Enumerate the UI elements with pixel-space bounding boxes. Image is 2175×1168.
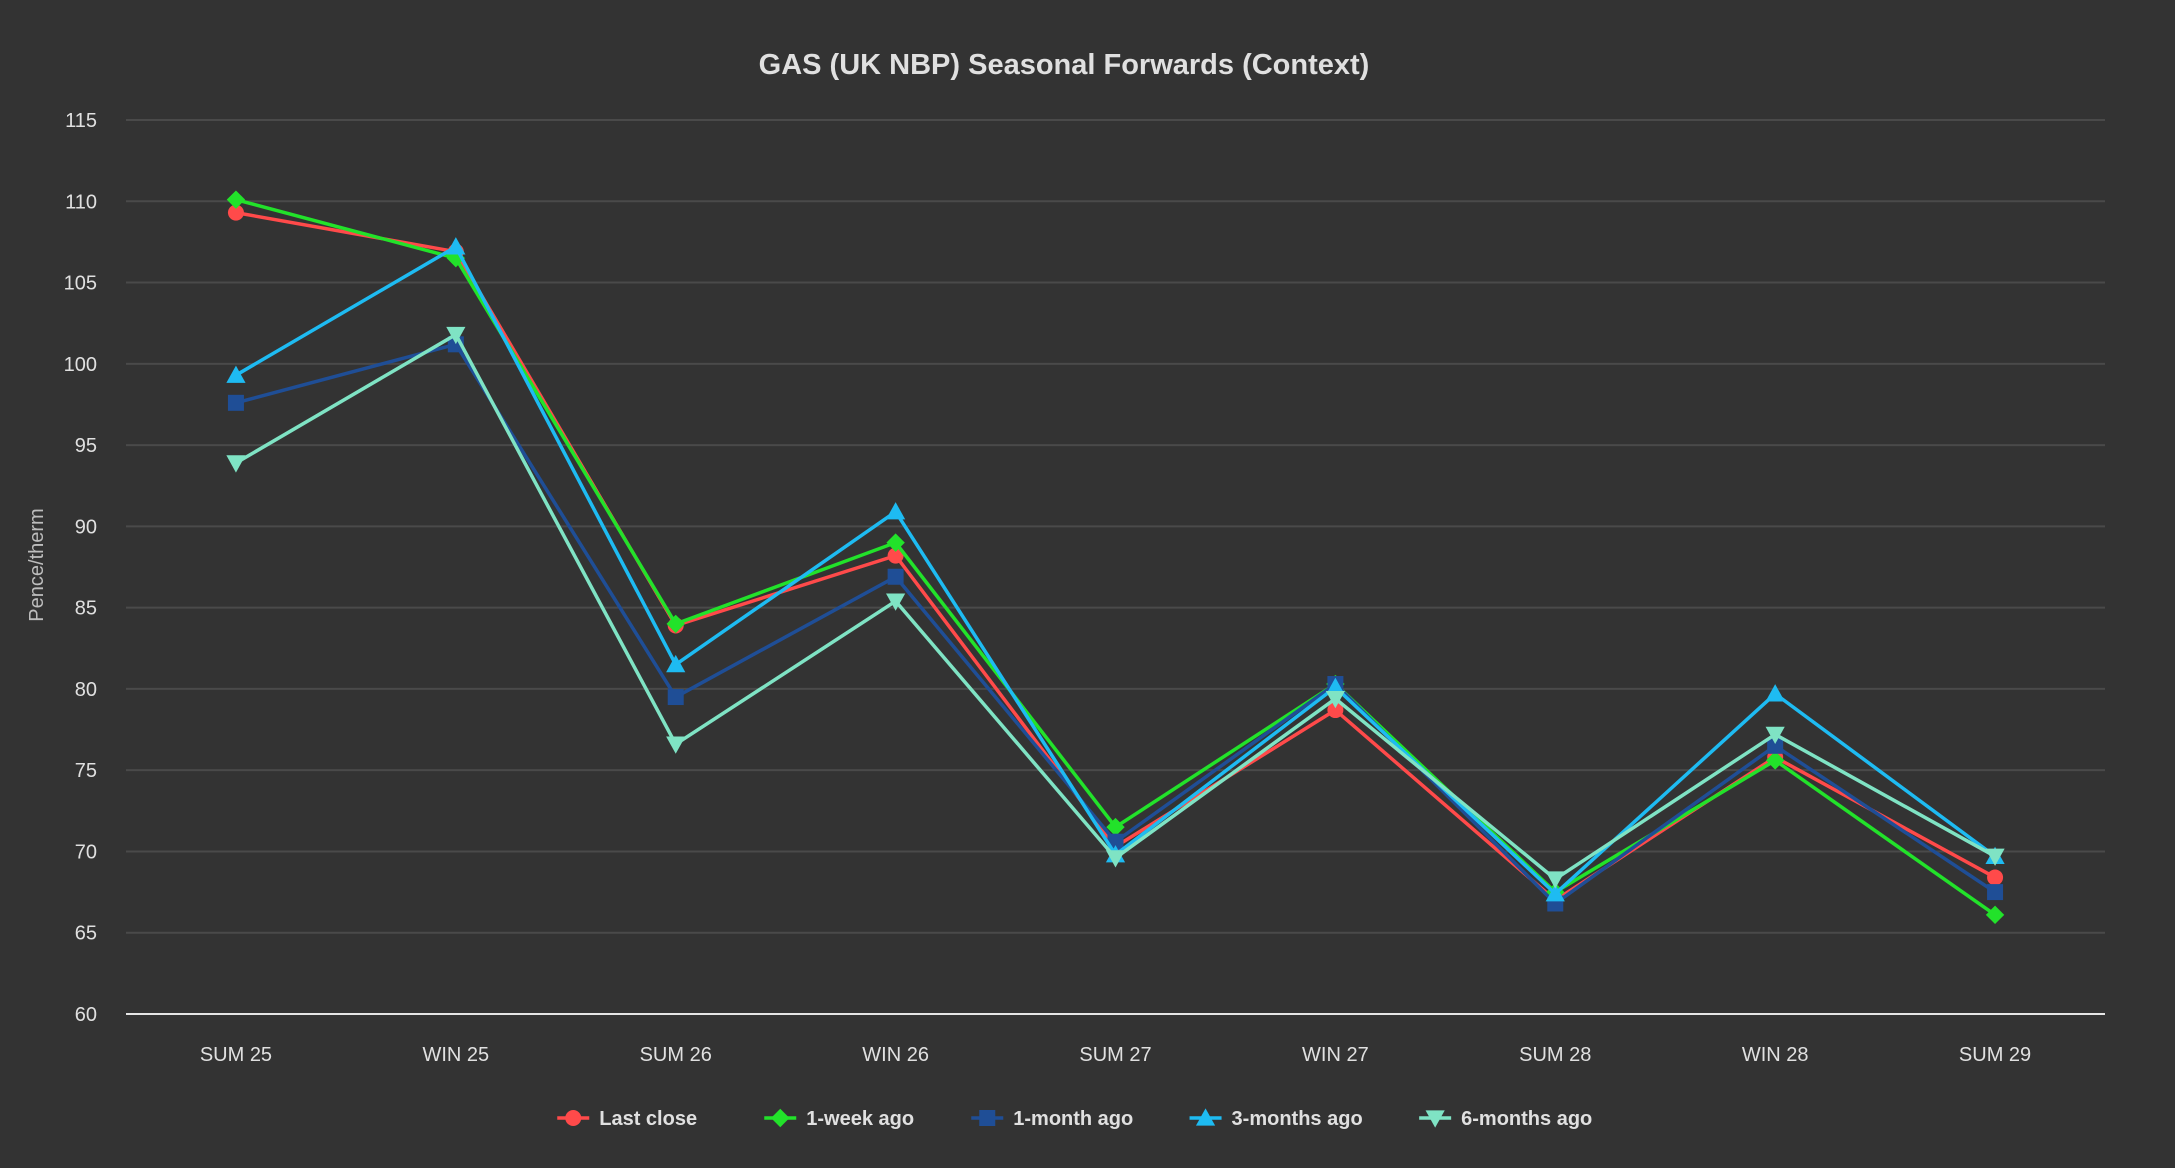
data-point: [446, 237, 466, 255]
y-tick-label: 105: [64, 273, 97, 295]
grid-lines: [126, 119, 2105, 934]
x-tick-label: SUM 27: [1079, 1044, 1151, 1066]
y-tick-label: 110: [65, 191, 97, 213]
data-point: [1765, 751, 1785, 770]
y-tick-label: 90: [75, 516, 97, 538]
legend-marker: [565, 1110, 582, 1126]
data-point: [887, 547, 904, 564]
x-tick-label: SUM 29: [1959, 1044, 2031, 1066]
series-3: [227, 336, 2004, 912]
data-point: [446, 326, 466, 345]
data-point: [226, 455, 246, 473]
y-tick-label: 80: [75, 679, 97, 701]
legend-item[interactable]: 6-months ago: [1419, 1108, 1592, 1130]
data-point: [666, 736, 686, 754]
y-tick-label: 100: [64, 354, 97, 376]
legend-label: 6-months ago: [1461, 1108, 1592, 1130]
data-point: [1327, 702, 1344, 719]
y-tick-label: 70: [75, 841, 97, 863]
data-point: [1545, 871, 1565, 889]
y-tick-label: 65: [75, 923, 97, 945]
data-point: [1767, 737, 1784, 754]
data-point: [1325, 677, 1345, 695]
data-point: [1325, 690, 1345, 709]
y-axis-label: Pence/therm: [26, 508, 48, 621]
legend-marker: [771, 1108, 790, 1128]
data-point: [886, 502, 906, 520]
data-point: [1987, 884, 2004, 901]
legend-item[interactable]: 3-months ago: [1189, 1108, 1363, 1130]
data-point: [887, 568, 904, 585]
data-point: [1545, 884, 1565, 902]
legend-label: 3-months ago: [1232, 1108, 1363, 1130]
data-point: [667, 689, 684, 706]
data-point: [1985, 848, 2005, 866]
legend-label: 1-month ago: [1013, 1108, 1133, 1130]
y-tick-label: 95: [75, 435, 97, 457]
legend-label: Last close: [599, 1108, 697, 1130]
y-tick-label: 75: [75, 760, 97, 782]
y-axis-ticks: 60 65 70 75 80 85 90 95 100 105 110 115: [64, 110, 97, 1026]
data-point: [1106, 817, 1125, 837]
data-point: [886, 533, 905, 552]
data-point: [666, 654, 686, 673]
data-point: [226, 365, 246, 383]
y-tick-label: 85: [75, 598, 97, 620]
x-tick-label: SUM 26: [640, 1044, 712, 1066]
x-tick-label: WIN 25: [422, 1044, 489, 1066]
legend-item[interactable]: 1-month ago: [971, 1108, 1133, 1130]
legend-marker: [1195, 1108, 1216, 1126]
data-point: [1765, 684, 1785, 702]
legend-item[interactable]: 1-week ago: [764, 1108, 914, 1130]
data-point: [1765, 726, 1785, 745]
x-axis-ticks: SUM 25 WIN 25 SUM 26 WIN 26 SUM 27 WIN 27 SUM …: [200, 1044, 2031, 1066]
y-tick-label: 60: [75, 1004, 97, 1026]
data-point: [227, 394, 244, 411]
data-point: [1985, 905, 2005, 925]
data-point: [1105, 850, 1126, 868]
x-tick-label: WIN 27: [1302, 1044, 1369, 1066]
legend-item[interactable]: Last close: [557, 1108, 697, 1130]
y-tick-label: 115: [65, 110, 97, 132]
chart-title: GAS (UK NBP) Seasonal Forwards (Context): [759, 49, 1370, 81]
series-5: [226, 326, 2005, 889]
x-tick-label: WIN 26: [862, 1044, 929, 1066]
legend-marker: [979, 1110, 996, 1126]
x-tick-label: SUM 25: [200, 1044, 272, 1066]
series-layer: [226, 190, 2005, 925]
legend-marker: [1425, 1110, 1445, 1128]
x-tick-label: SUM 28: [1519, 1044, 1591, 1066]
legend-label: 1-week ago: [806, 1108, 914, 1130]
data-point: [666, 614, 685, 634]
data-point: [886, 593, 906, 611]
data-point: [226, 190, 246, 209]
x-tick-label: WIN 28: [1742, 1044, 1809, 1066]
data-point: [1987, 869, 2004, 886]
data-point: [227, 204, 244, 221]
legend: Last close 1-week ago 1-month ago 3-months …: [557, 1108, 1592, 1130]
